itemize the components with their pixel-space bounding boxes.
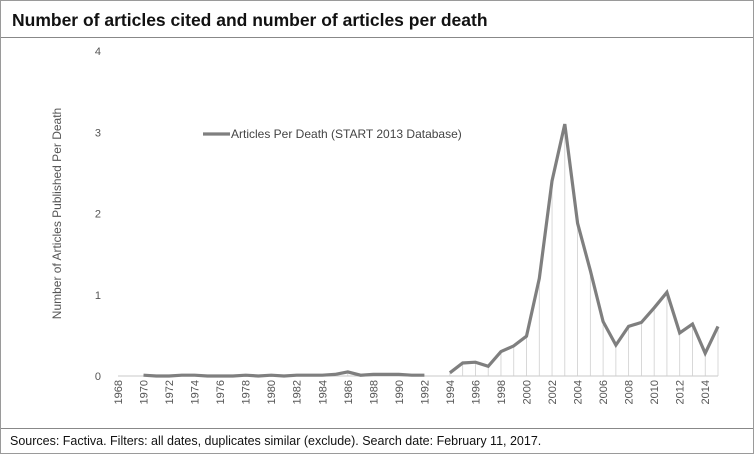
footer-divider <box>1 428 753 429</box>
y-tick-label: 4 <box>95 46 101 58</box>
x-tick-label: 2006 <box>598 380 610 404</box>
x-tick-label: 2002 <box>547 380 559 404</box>
x-tick-label: 1992 <box>419 380 431 404</box>
page-title: Number of articles cited and number of a… <box>12 10 488 30</box>
x-tick-label: 1980 <box>266 380 278 404</box>
x-tick-label: 2014 <box>700 380 712 404</box>
x-tick-label: 2004 <box>573 380 585 404</box>
y-tick-label: 3 <box>95 127 101 139</box>
x-tick-label: 1970 <box>139 380 151 404</box>
x-tick-label: 2010 <box>649 380 661 404</box>
series-line <box>448 123 720 375</box>
x-tick-label: 1978 <box>241 380 253 404</box>
title-divider <box>1 37 753 38</box>
y-axis-label: Number of Articles Published Per Death <box>50 108 64 319</box>
x-tick-label: 2008 <box>624 380 636 404</box>
y-tick-label: 0 <box>95 371 101 383</box>
series-line <box>143 370 425 378</box>
source-note: Sources: Factiva. Filters: all dates, du… <box>10 434 542 448</box>
legend-label: Articles Per Death (START 2013 Database) <box>231 127 462 141</box>
x-tick-label: 1974 <box>190 380 202 404</box>
y-tick-label: 2 <box>95 209 101 221</box>
x-tick-label: 1972 <box>164 380 176 404</box>
line-chart: 0 1 2 3 4 Number of Articles Published Per De… <box>50 46 720 404</box>
x-tick-label: 2000 <box>522 380 534 404</box>
y-tick-label: 1 <box>95 290 101 302</box>
x-tick-label: 2012 <box>675 380 687 404</box>
x-tick-label: 1990 <box>394 380 406 404</box>
x-tick-label: 1994 <box>445 380 457 404</box>
x-tick-label: 1984 <box>317 380 329 404</box>
x-tick-label: 1986 <box>343 380 355 404</box>
x-tick-label: 1982 <box>292 380 304 404</box>
x-tick-label: 1998 <box>496 380 508 404</box>
x-tick-label: 1976 <box>215 380 227 404</box>
x-tick-label: 1988 <box>368 380 380 404</box>
x-tick-label: 1996 <box>470 380 482 404</box>
x-tick-label: 1968 <box>113 380 125 404</box>
